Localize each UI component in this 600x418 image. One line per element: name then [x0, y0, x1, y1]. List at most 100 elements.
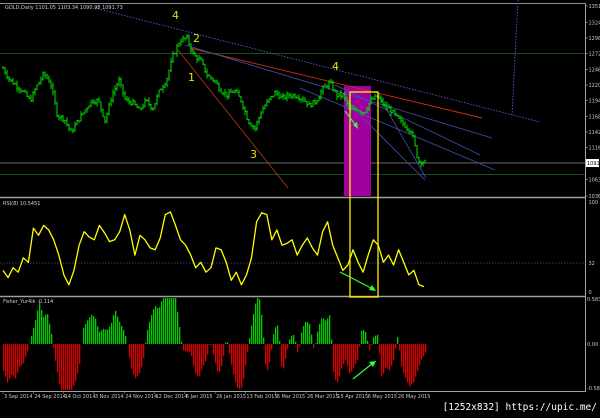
rsi-tick-label: 100	[589, 200, 599, 206]
price-bar	[224, 89, 226, 98]
time-tick-label: 24 Sep 2014	[34, 394, 66, 400]
blue-trendline[interactable]	[339, 94, 426, 181]
fisher-bar	[109, 326, 111, 344]
fisher-bar	[273, 334, 275, 344]
fisher-bar	[383, 344, 385, 374]
price-tick-label: 1324	[589, 20, 600, 26]
fisher-bar	[249, 338, 251, 344]
fisher-bar	[105, 329, 107, 344]
price-bar	[190, 43, 192, 54]
price-bar	[246, 110, 248, 120]
fisher-bar	[277, 325, 279, 344]
blue-trendline[interactable]	[379, 97, 427, 179]
blue-trendline[interactable]	[184, 44, 493, 139]
price-axis: 1351 1324 1298 1272 1246 1220 1194 1168 1142 1116…	[585, 4, 600, 392]
yellow-frame-box[interactable]	[349, 91, 379, 298]
price-bar	[148, 97, 150, 107]
fisher-bar	[229, 344, 231, 355]
fisher-bar	[301, 332, 303, 344]
time-tick-label: 3 Sep 2014	[4, 394, 33, 400]
rsi-line	[2, 211, 425, 288]
price-bar	[128, 96, 130, 105]
price-bar	[276, 89, 278, 96]
price-bar	[144, 97, 146, 108]
price-bar	[202, 58, 204, 66]
fisher-bar	[201, 344, 203, 371]
price-bar	[314, 98, 316, 106]
time-tick-label: 26 Jan 2015	[216, 394, 246, 400]
price-bar	[356, 107, 358, 112]
fisher-bar	[219, 344, 221, 372]
fisher-bar	[297, 344, 299, 353]
price-bar	[320, 89, 322, 101]
fisher-bar	[55, 344, 57, 361]
fisher-bar	[325, 320, 327, 344]
price-bar	[306, 101, 308, 108]
fisher-bar	[69, 344, 71, 390]
arrow-rsi[interactable]	[339, 271, 374, 290]
fisher-bar	[291, 335, 293, 344]
price-bar	[182, 35, 184, 43]
blue-trendline[interactable]	[334, 84, 481, 156]
fisher-bar	[425, 344, 427, 353]
price-bar	[374, 94, 376, 101]
price-bar	[164, 82, 166, 89]
price-bar	[418, 156, 420, 164]
fisher-bar	[387, 344, 389, 369]
fisher-bar	[319, 324, 321, 344]
fisher-bar	[113, 314, 115, 344]
price-bar	[366, 106, 368, 114]
price-bar	[50, 79, 52, 90]
fisher-bar	[211, 344, 213, 345]
price-bar	[236, 88, 238, 93]
price-bar	[92, 99, 94, 105]
fisher-bar	[95, 318, 97, 344]
price-bar	[406, 124, 408, 132]
price-tick-label: 1298	[589, 36, 600, 42]
fisher-bar	[371, 344, 373, 345]
fisher-bar	[267, 344, 269, 371]
price-bar	[126, 96, 128, 102]
dotted-vertical-line[interactable]	[511, 0, 519, 116]
fisher-bar	[245, 344, 247, 366]
red-trendline[interactable]	[189, 47, 483, 119]
fisher-bar	[247, 344, 249, 352]
fisher-bar	[47, 314, 49, 344]
arrow-head-icon	[353, 122, 358, 129]
fisher-bar	[71, 344, 73, 390]
price-bar	[256, 120, 258, 131]
fisher-bar	[73, 344, 75, 386]
price-bar	[78, 120, 80, 123]
price-bar	[318, 95, 320, 102]
fisher-bar	[217, 344, 219, 372]
price-bar	[136, 103, 138, 109]
price-tick-label: 1272	[589, 52, 600, 58]
trendlines	[94, 0, 541, 189]
fisher-bar	[283, 344, 285, 369]
price-bar	[160, 88, 162, 91]
price-bar	[20, 88, 22, 94]
price-bar	[156, 94, 158, 106]
fisher-bar	[77, 344, 79, 374]
price-bar	[286, 91, 288, 102]
fan-line-orange[interactable]	[177, 49, 289, 189]
fisher-bar	[409, 344, 411, 387]
price-bar	[108, 102, 110, 116]
fisher-bar	[163, 298, 165, 344]
fisher-bar	[367, 340, 369, 344]
fisher-bar	[167, 298, 169, 344]
price-bar	[220, 87, 222, 94]
fisher-bar	[269, 344, 271, 363]
fisher-bar	[83, 327, 85, 344]
fisher-bar	[241, 344, 243, 388]
arrow-fisher[interactable]	[352, 362, 374, 380]
fisher-bar	[143, 344, 145, 359]
price-bar	[186, 34, 188, 40]
fisher-bar	[393, 344, 395, 360]
fisher-bar	[395, 344, 397, 349]
fisher-bar	[197, 344, 199, 377]
fisher-bar	[35, 320, 37, 344]
price-bar	[88, 105, 90, 109]
